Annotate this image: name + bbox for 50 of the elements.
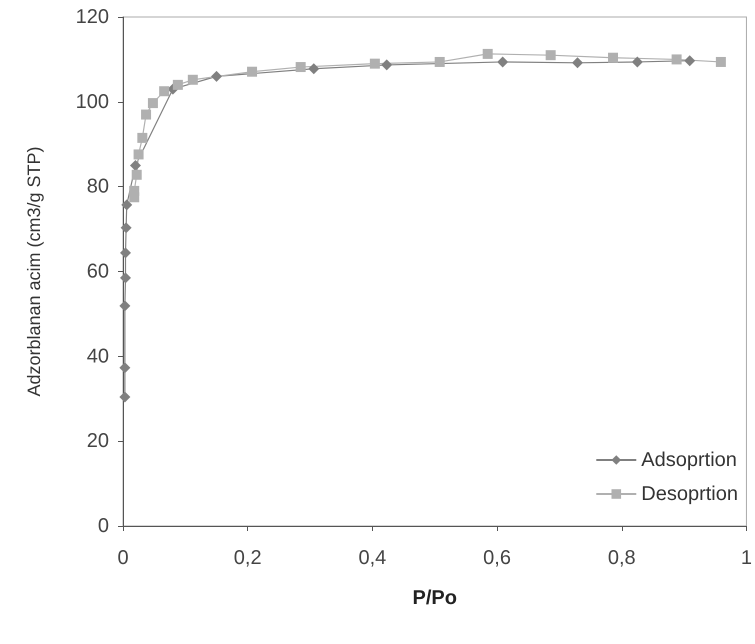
point (132, 170, 142, 180)
point (134, 149, 144, 160)
y-tick-label: 100 (76, 90, 109, 113)
point (546, 50, 556, 60)
point (148, 98, 158, 108)
point (672, 54, 682, 64)
point (247, 66, 258, 77)
point (119, 392, 130, 403)
y-tick-label: 0 (98, 515, 109, 537)
point (211, 70, 222, 82)
point (120, 247, 131, 258)
point (172, 80, 183, 90)
point (716, 56, 726, 67)
point (188, 74, 198, 85)
point (120, 272, 131, 284)
x-tick-label: 0,8 (608, 547, 636, 569)
point (137, 132, 148, 143)
x-tick-label: 0,6 (483, 547, 511, 569)
point (572, 57, 583, 68)
point (159, 86, 170, 96)
point (120, 222, 132, 234)
point (296, 62, 306, 72)
y-tick-label: 60 (86, 260, 109, 282)
point (482, 48, 493, 59)
point (684, 55, 696, 66)
point (608, 52, 618, 63)
x-tick-label: 0,4 (358, 547, 386, 569)
point (370, 58, 380, 69)
point (129, 192, 140, 202)
x-tick-label: 0 (117, 547, 129, 569)
y-tick-label: 40 (86, 345, 109, 368)
legend-label: Adsoprtion (641, 449, 737, 471)
point (130, 160, 141, 171)
point (632, 56, 643, 68)
x-axis-title: P/Po (412, 587, 457, 609)
y-tick-label: 80 (86, 176, 109, 198)
point (497, 56, 508, 68)
x-tick-label: 0,2 (234, 547, 262, 569)
point (381, 59, 392, 70)
y-tick-label: 20 (86, 430, 109, 452)
point (119, 300, 130, 312)
point (308, 63, 320, 74)
x-tick-label: 1 (740, 547, 752, 569)
legend-label: Desoprtion (641, 483, 738, 505)
y-tick-label: 120 (76, 6, 109, 28)
point (121, 199, 132, 210)
point (434, 56, 445, 67)
point (119, 362, 130, 374)
y-axis-title: Adzorblanan acim (cm3/g STP) (24, 146, 44, 397)
point (141, 110, 152, 120)
